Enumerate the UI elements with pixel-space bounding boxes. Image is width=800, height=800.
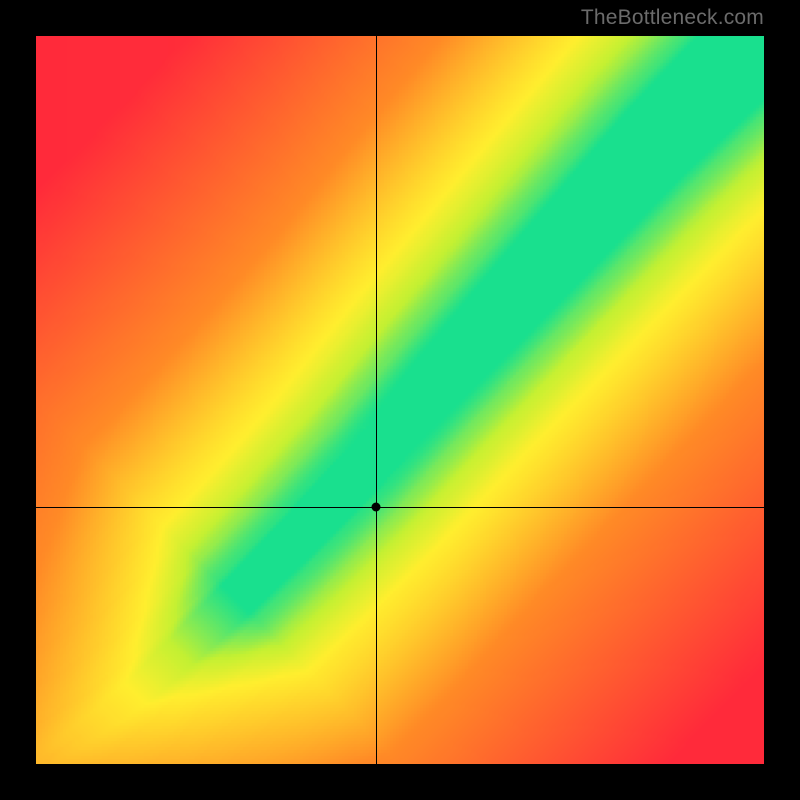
crosshair-dot [371,503,380,512]
watermark-label: TheBottleneck.com [581,6,764,30]
plot-area [36,36,764,764]
heatmap-canvas [36,36,764,764]
crosshair-vertical [376,36,377,764]
crosshair-horizontal [36,507,764,508]
chart-frame: TheBottleneck.com [0,0,800,800]
